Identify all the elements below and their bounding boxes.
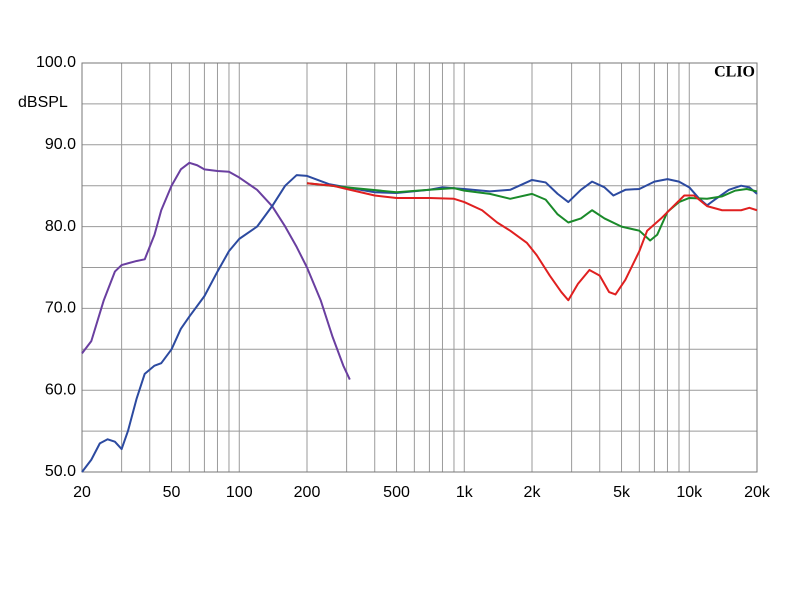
y-axis-label: dBSPL [18,94,68,111]
series-line [81,161,351,380]
x-tick-label: 20k [744,484,771,501]
y-tick-label: 90.0 [45,136,76,153]
x-tick-label: 1k [456,484,474,501]
y-tick-label: 100.0 [36,54,76,71]
x-tick-label: 200 [294,484,321,501]
annotation: CLIO [714,64,755,81]
x-tick-label: 10k [676,484,703,501]
x-tick-label: 2k [524,484,542,501]
y-tick-label: 60.0 [45,381,76,398]
series-line [306,182,758,302]
x-tick-label: 100 [226,484,253,501]
x-tick-label: 20 [73,484,91,501]
x-tick-label: 50 [163,484,181,501]
y-tick-label: 50.0 [45,463,76,480]
x-tick-label: 500 [383,484,410,501]
y-tick-label: 70.0 [45,300,76,317]
series-line [306,182,758,242]
plot-border [81,62,758,473]
y-tick-label: 80.0 [45,218,76,235]
x-tick-label: 5k [613,484,631,501]
